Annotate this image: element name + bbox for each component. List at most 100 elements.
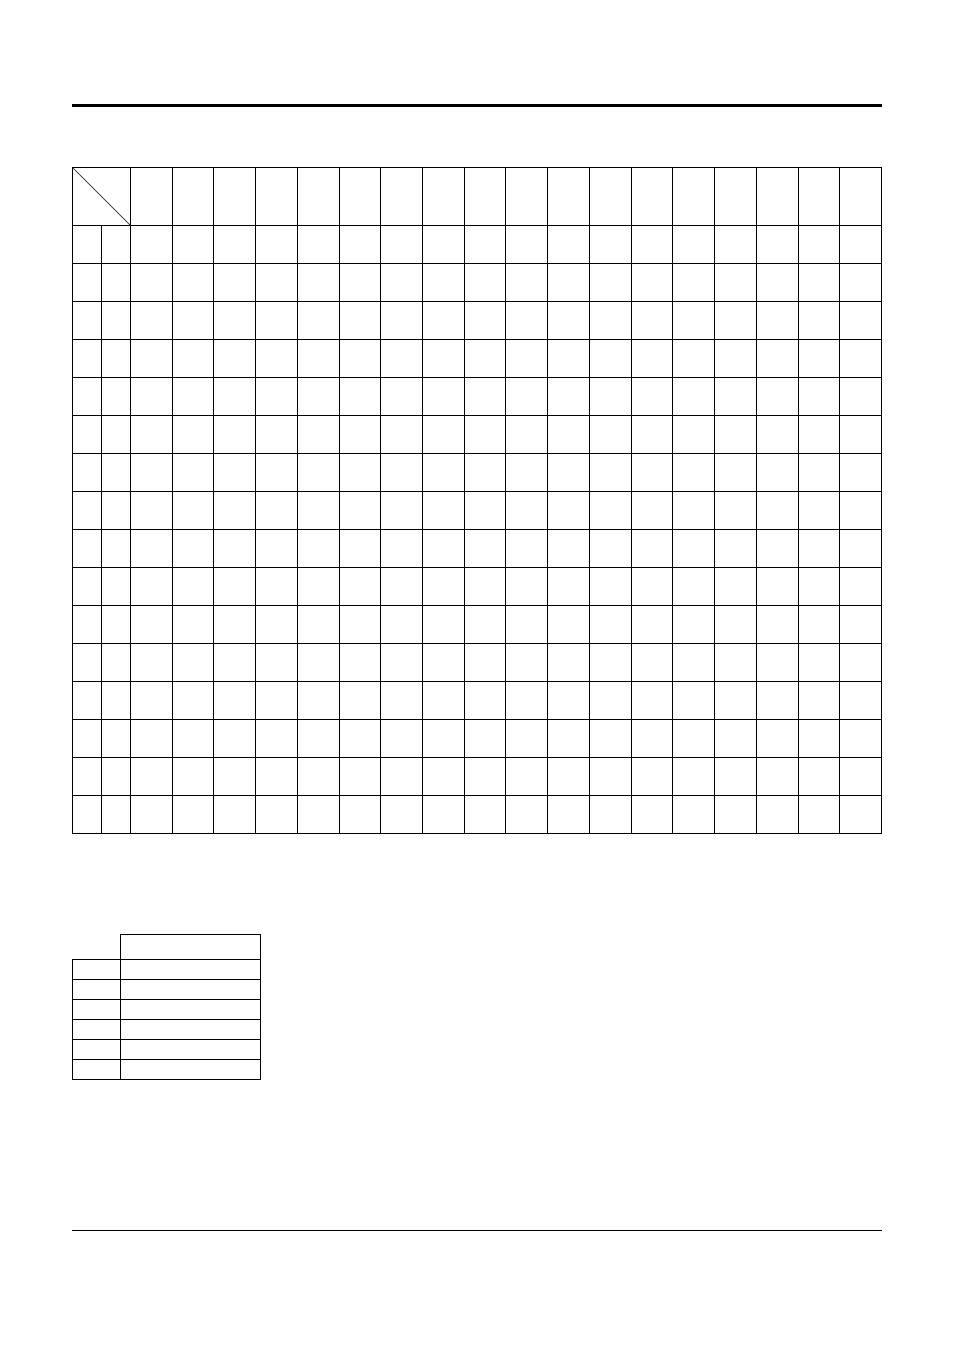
table-cell — [381, 682, 423, 720]
table-cell — [121, 960, 261, 980]
table-cell — [131, 530, 173, 568]
table-cell — [102, 796, 131, 834]
table-cell — [297, 530, 339, 568]
table-cell — [214, 682, 256, 720]
table-cell — [840, 606, 882, 644]
table-cell — [256, 226, 298, 264]
table-cell — [715, 606, 757, 644]
table-cell — [131, 264, 173, 302]
table-cell — [506, 530, 548, 568]
table-cell — [381, 796, 423, 834]
table-cell — [840, 416, 882, 454]
table-cell — [121, 1060, 261, 1080]
table-cell — [423, 492, 465, 530]
table-cell — [673, 796, 715, 834]
table-cell — [172, 378, 214, 416]
table-cell — [840, 454, 882, 492]
table-cell — [214, 644, 256, 682]
table-cell — [131, 378, 173, 416]
table-cell — [589, 606, 631, 644]
table-cell — [102, 340, 131, 378]
table-cell — [756, 378, 798, 416]
table-cell — [339, 720, 381, 758]
table-cell — [756, 264, 798, 302]
table-cell — [297, 340, 339, 378]
table-cell — [73, 492, 102, 530]
table-cell — [840, 720, 882, 758]
table-cell — [673, 378, 715, 416]
table-cell — [798, 416, 840, 454]
table-cell — [673, 226, 715, 264]
table-cell — [73, 1020, 121, 1040]
table-cell — [256, 682, 298, 720]
table-cell — [464, 530, 506, 568]
table-cell — [214, 758, 256, 796]
table-cell — [506, 568, 548, 606]
table-cell — [673, 264, 715, 302]
table-cell — [73, 980, 121, 1000]
table-cell — [464, 492, 506, 530]
table-cell — [73, 302, 102, 340]
table-row — [73, 1020, 261, 1040]
table-cell — [381, 416, 423, 454]
table-cell — [464, 644, 506, 682]
table-cell — [589, 682, 631, 720]
table-cell — [715, 720, 757, 758]
table-cell — [102, 530, 131, 568]
table-cell — [381, 758, 423, 796]
table-cell — [548, 492, 590, 530]
table-cell — [756, 302, 798, 340]
table-cell — [715, 492, 757, 530]
table-cell — [214, 568, 256, 606]
table-cell — [297, 682, 339, 720]
table-cell — [73, 416, 102, 454]
table-cell — [423, 416, 465, 454]
table-cell — [102, 758, 131, 796]
main-table-header-cell — [589, 168, 631, 226]
table-cell — [339, 378, 381, 416]
table-row — [73, 378, 882, 416]
table-cell — [381, 302, 423, 340]
table-cell — [131, 682, 173, 720]
table-cell — [339, 682, 381, 720]
table-cell — [131, 416, 173, 454]
table-cell — [102, 378, 131, 416]
table-cell — [506, 758, 548, 796]
table-row — [73, 1040, 261, 1060]
table-cell — [589, 340, 631, 378]
table-cell — [102, 644, 131, 682]
table-cell — [214, 492, 256, 530]
table-cell — [73, 1000, 121, 1020]
main-table-header-cell — [381, 168, 423, 226]
header-rule — [72, 104, 882, 107]
table-cell — [73, 606, 102, 644]
main-table-header-cell — [339, 168, 381, 226]
table-cell — [102, 226, 131, 264]
table-cell — [73, 1060, 121, 1080]
table-cell — [172, 492, 214, 530]
table-cell — [256, 378, 298, 416]
table-cell — [631, 796, 673, 834]
table-row — [73, 454, 882, 492]
table-cell — [256, 720, 298, 758]
table-cell — [464, 454, 506, 492]
table-cell — [339, 454, 381, 492]
table-cell — [73, 378, 102, 416]
table-cell — [631, 758, 673, 796]
table-cell — [423, 226, 465, 264]
table-cell — [381, 378, 423, 416]
table-cell — [423, 796, 465, 834]
table-cell — [256, 416, 298, 454]
table-cell — [840, 568, 882, 606]
table-cell — [589, 568, 631, 606]
table-cell — [673, 682, 715, 720]
table-row — [73, 302, 882, 340]
table-cell — [339, 492, 381, 530]
table-cell — [214, 340, 256, 378]
table-cell — [464, 416, 506, 454]
table-cell — [715, 796, 757, 834]
table-cell — [840, 682, 882, 720]
table-cell — [464, 606, 506, 644]
table-cell — [172, 758, 214, 796]
table-cell — [297, 720, 339, 758]
